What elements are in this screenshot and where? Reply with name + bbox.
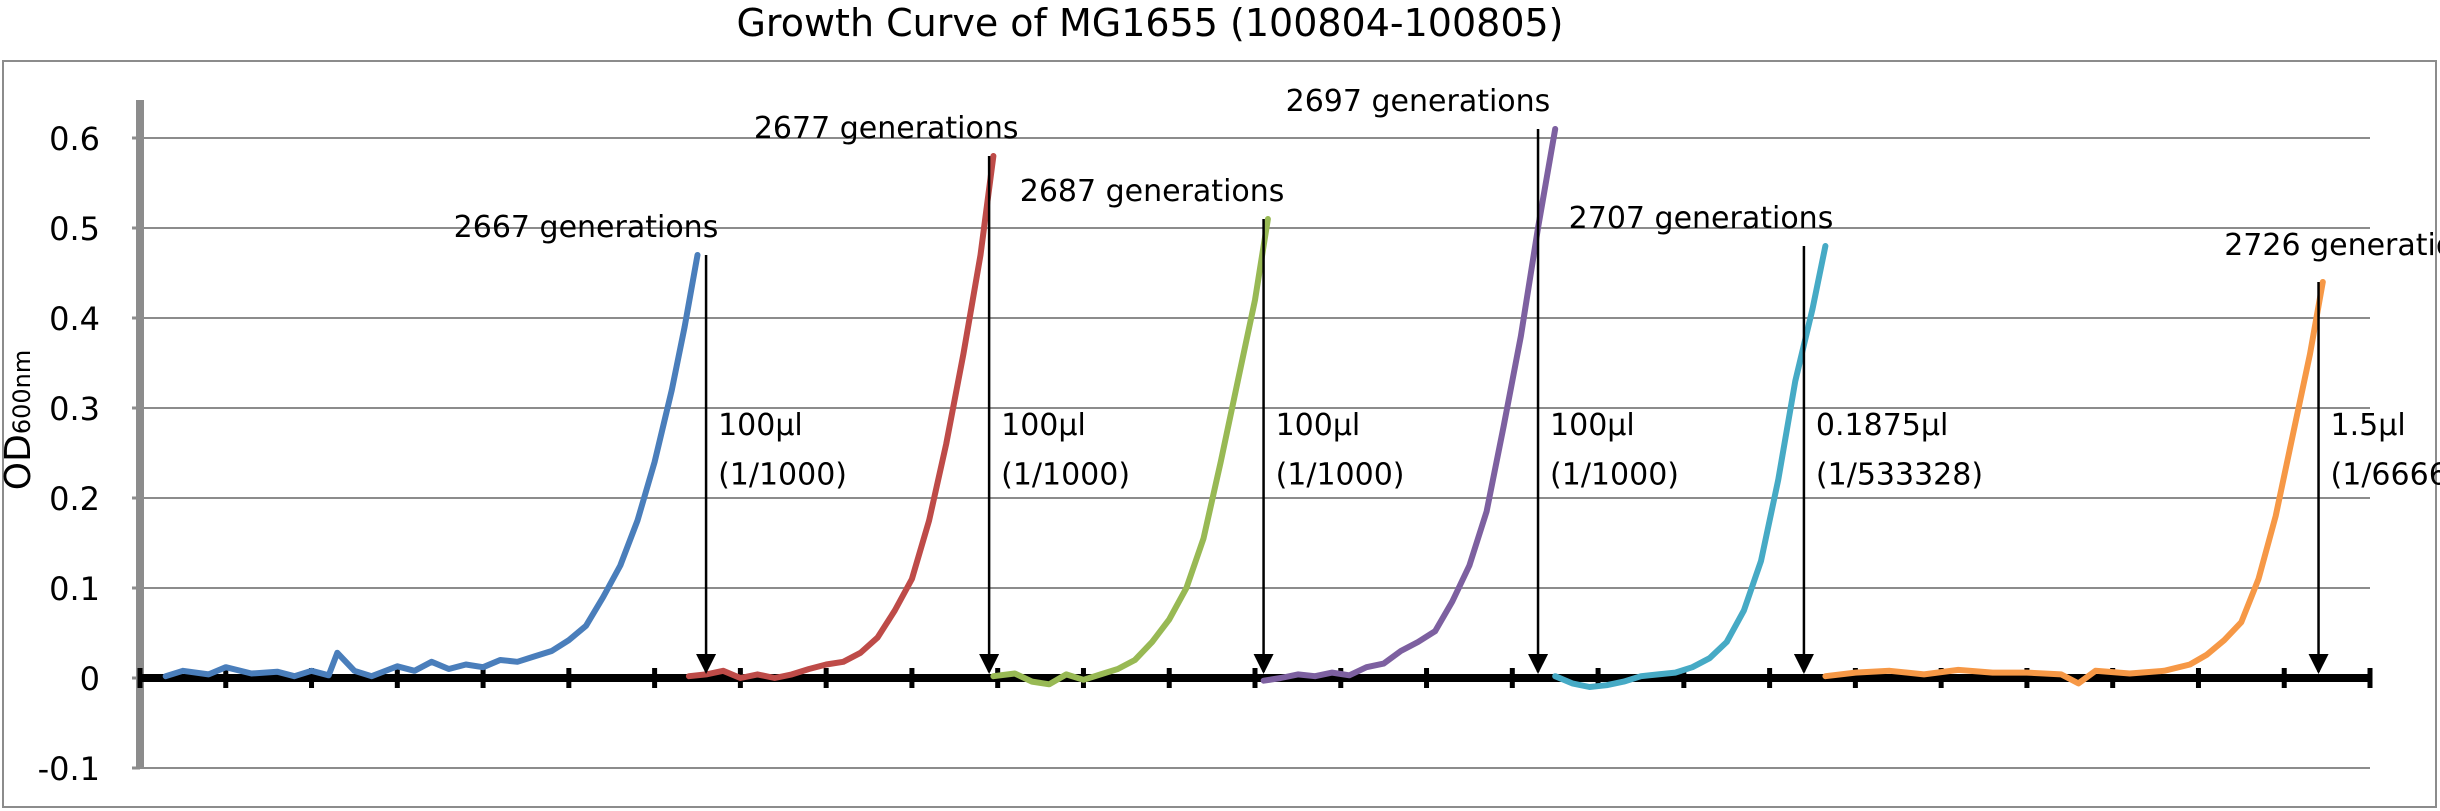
growth-series-3: [990, 216, 1271, 688]
y-tick-label: 0.5: [49, 210, 100, 248]
generation-label-4: 2697 generations: [1286, 84, 1551, 119]
growth-series-6: [1822, 279, 2326, 687]
y-tick-labels: -0.1 0 0.1 0.2 0.3 0.4 0.5 0.6: [38, 120, 100, 788]
y-tick-label: 0.2: [49, 480, 100, 518]
y-tick-label: 0.6: [49, 120, 100, 158]
transfer-volume-label: 100μl: [1276, 408, 1361, 443]
generation-label-6: 2726 generations: [2224, 228, 2440, 263]
transfer-dilution-label: (1/66666): [2331, 458, 2440, 493]
gridlines: [140, 137, 2370, 769]
generation-label-5: 2707 generations: [1569, 201, 1834, 236]
transfer-dilution-label: (1/1000): [1550, 458, 1679, 493]
chart-title: Growth Curve of MG1655 (100804-100805): [736, 1, 1563, 45]
transfer-volume-label: 1.5μl: [2331, 408, 2406, 443]
series-lines: [162, 126, 2326, 690]
generation-label-2: 2677 generations: [754, 111, 1019, 146]
generation-label-3: 2687 generations: [1020, 174, 1285, 209]
growth-series-4: [1260, 126, 1559, 684]
transfer-arrows: 100μl (1/1000) 100μl (1/1000) 100μl (1/1000) 1…: [696, 129, 2440, 674]
transfer-dilution-label: (1/1000): [1276, 458, 1405, 493]
growth-series-2: [685, 153, 997, 681]
transfer-volume-label: 100μl: [1001, 408, 1086, 443]
y-tick-label: 0.3: [49, 390, 100, 428]
transfer-dilution-label: (1/1000): [718, 458, 847, 493]
generation-label-1: 2667 generations: [454, 210, 719, 245]
y-tick-label: 0.1: [49, 570, 100, 608]
transfer-volume-label: 100μl: [1550, 408, 1635, 443]
transfer-volume-label: 100μl: [718, 408, 803, 443]
y-tick-label: 0: [80, 660, 100, 698]
growth-series-1: [162, 252, 701, 680]
y-axis-label: OD600nm: [0, 350, 39, 490]
transfer-volume-label: 0.1875μl: [1816, 408, 1948, 443]
growth-series-5: [1552, 243, 1829, 690]
plot-area-border: [2, 60, 2437, 808]
transfer-dilution-label: (1/1000): [1001, 458, 1130, 493]
transfer-dilution-label: (1/533328): [1816, 458, 1983, 493]
y-tick-label: 0.4: [49, 300, 100, 338]
y-tick-label: -0.1: [38, 750, 100, 788]
